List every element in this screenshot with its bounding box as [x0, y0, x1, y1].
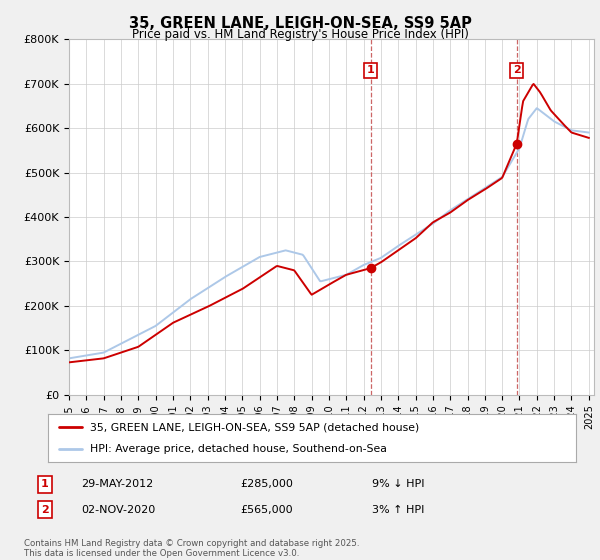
Text: 1: 1 [41, 479, 49, 489]
Text: Price paid vs. HM Land Registry's House Price Index (HPI): Price paid vs. HM Land Registry's House … [131, 28, 469, 41]
Text: 02-NOV-2020: 02-NOV-2020 [81, 505, 155, 515]
Text: HPI: Average price, detached house, Southend-on-Sea: HPI: Average price, detached house, Sout… [90, 444, 387, 454]
Text: 35, GREEN LANE, LEIGH-ON-SEA, SS9 5AP: 35, GREEN LANE, LEIGH-ON-SEA, SS9 5AP [128, 16, 472, 31]
Text: 35, GREEN LANE, LEIGH-ON-SEA, SS9 5AP (detached house): 35, GREEN LANE, LEIGH-ON-SEA, SS9 5AP (d… [90, 422, 419, 432]
Text: 1: 1 [367, 66, 374, 75]
Text: Contains HM Land Registry data © Crown copyright and database right 2025.
This d: Contains HM Land Registry data © Crown c… [24, 539, 359, 558]
Text: £565,000: £565,000 [240, 505, 293, 515]
Text: 3% ↑ HPI: 3% ↑ HPI [372, 505, 424, 515]
Text: 2: 2 [513, 66, 521, 75]
Text: 9% ↓ HPI: 9% ↓ HPI [372, 479, 425, 489]
Text: 2: 2 [41, 505, 49, 515]
Text: 29-MAY-2012: 29-MAY-2012 [81, 479, 153, 489]
Text: £285,000: £285,000 [240, 479, 293, 489]
